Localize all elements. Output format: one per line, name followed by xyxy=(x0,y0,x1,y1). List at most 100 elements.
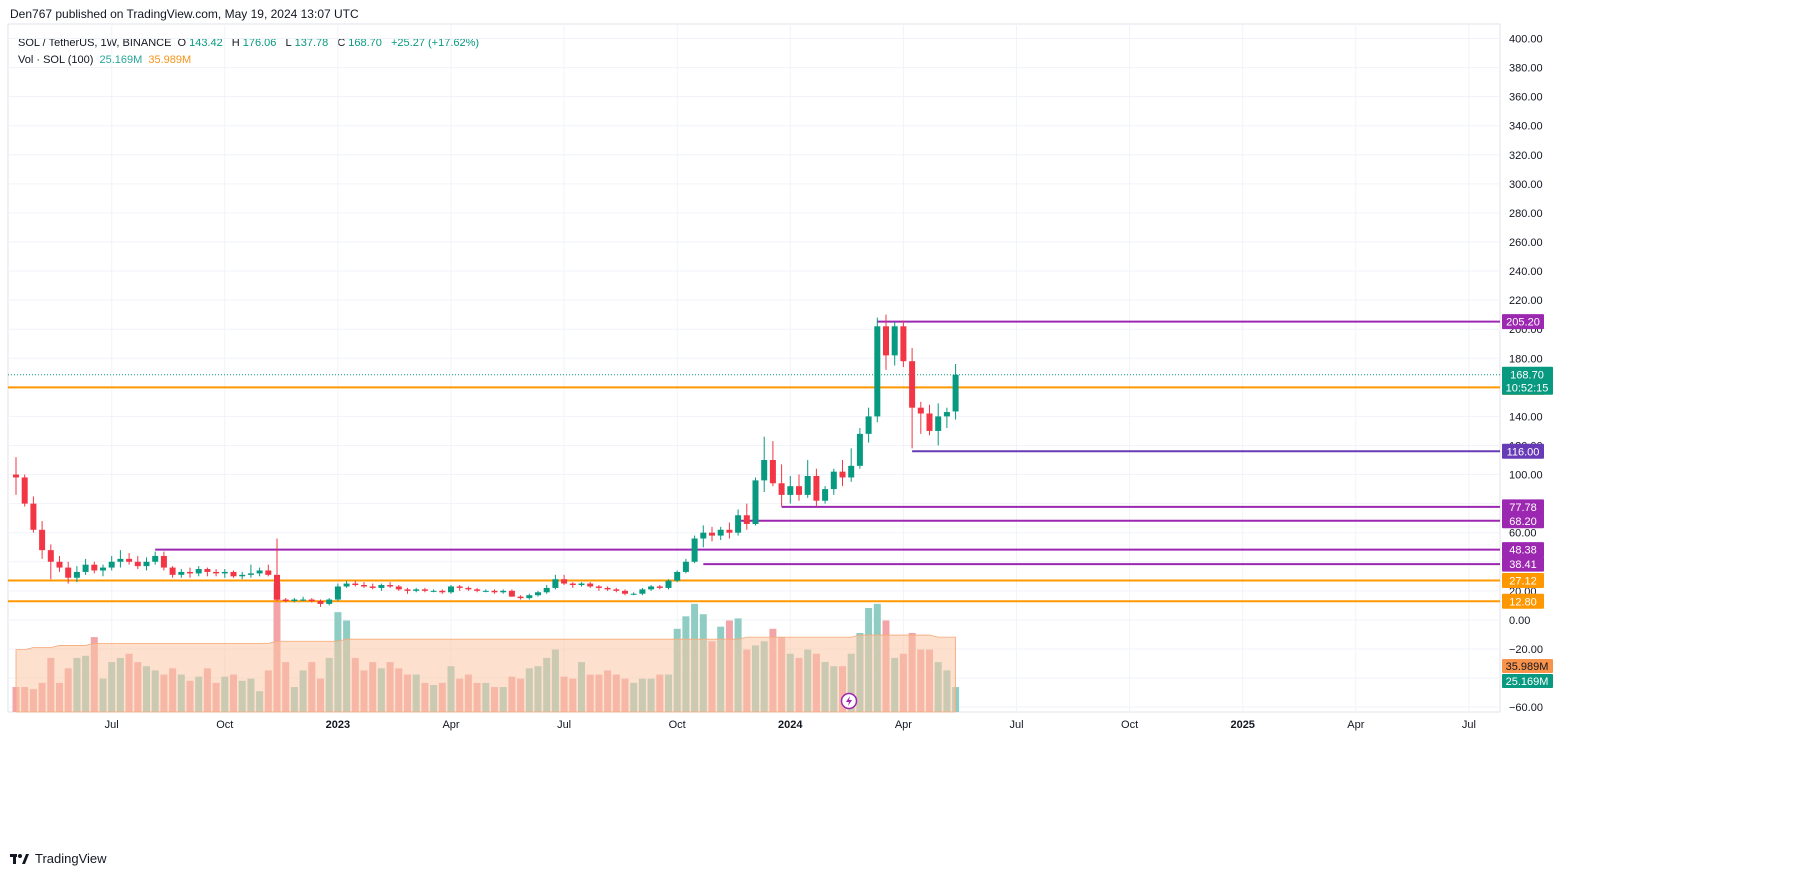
candle[interactable] xyxy=(778,483,785,495)
candle[interactable] xyxy=(761,460,768,481)
candle[interactable] xyxy=(387,585,394,587)
candle[interactable] xyxy=(282,599,289,602)
candle[interactable] xyxy=(134,561,141,567)
candle[interactable] xyxy=(535,592,541,596)
candle[interactable] xyxy=(91,564,98,571)
candle[interactable] xyxy=(300,599,307,601)
candle[interactable] xyxy=(848,465,855,478)
candle[interactable] xyxy=(674,571,681,581)
candle[interactable] xyxy=(195,569,202,574)
candle[interactable] xyxy=(65,567,72,578)
candle[interactable] xyxy=(735,515,742,533)
candle[interactable] xyxy=(448,586,454,593)
candle[interactable] xyxy=(917,407,924,414)
candle[interactable] xyxy=(543,587,550,593)
candle[interactable] xyxy=(691,538,698,562)
candle[interactable] xyxy=(856,433,863,466)
candle[interactable] xyxy=(891,326,898,356)
candle[interactable] xyxy=(178,571,185,575)
candle[interactable] xyxy=(30,503,37,530)
candle[interactable] xyxy=(909,361,916,408)
candle[interactable] xyxy=(369,586,376,588)
candle[interactable] xyxy=(935,416,942,431)
candle[interactable] xyxy=(404,589,411,591)
candle[interactable] xyxy=(482,590,489,592)
candle[interactable] xyxy=(160,555,167,568)
candle[interactable] xyxy=(247,573,254,575)
candle[interactable] xyxy=(56,561,63,568)
candle[interactable] xyxy=(717,529,724,536)
candle[interactable] xyxy=(526,595,533,599)
candle[interactable] xyxy=(274,574,280,600)
candle[interactable] xyxy=(865,416,872,434)
candle[interactable] xyxy=(239,574,246,577)
candle[interactable] xyxy=(456,586,463,588)
candle[interactable] xyxy=(682,561,689,572)
candle[interactable] xyxy=(413,589,420,591)
candle[interactable] xyxy=(39,529,46,551)
candle[interactable] xyxy=(639,589,646,594)
candle[interactable] xyxy=(578,583,585,586)
candle[interactable] xyxy=(439,590,446,593)
volume-label[interactable]: Vol · SOL (100) xyxy=(18,54,94,66)
candle[interactable] xyxy=(952,374,959,412)
candle[interactable] xyxy=(100,567,106,571)
candle[interactable] xyxy=(874,326,881,417)
candle[interactable] xyxy=(143,561,150,567)
candle[interactable] xyxy=(73,571,80,578)
candle[interactable] xyxy=(343,583,350,587)
candle[interactable] xyxy=(743,515,750,524)
candle[interactable] xyxy=(352,583,359,586)
candle[interactable] xyxy=(604,587,611,590)
candle[interactable] xyxy=(822,489,829,501)
candle[interactable] xyxy=(361,585,367,587)
candle[interactable] xyxy=(465,587,472,590)
candle[interactable] xyxy=(213,571,220,574)
candle[interactable] xyxy=(308,599,315,602)
candle[interactable] xyxy=(21,477,28,504)
candle[interactable] xyxy=(900,326,907,362)
candle[interactable] xyxy=(587,583,594,587)
candle[interactable] xyxy=(839,471,846,478)
candle[interactable] xyxy=(613,589,620,591)
candle[interactable] xyxy=(630,593,637,595)
candle[interactable] xyxy=(648,586,655,590)
candle[interactable] xyxy=(769,460,776,484)
candle[interactable] xyxy=(804,476,811,495)
symbol-label[interactable]: SOL / TetherUS, 1W, BINANCE xyxy=(18,37,172,49)
candle[interactable] xyxy=(500,590,507,593)
candle[interactable] xyxy=(491,590,498,593)
candle[interactable] xyxy=(595,586,602,588)
candle[interactable] xyxy=(265,570,272,575)
candle[interactable] xyxy=(82,564,89,572)
candle[interactable] xyxy=(830,471,837,490)
candle[interactable] xyxy=(204,569,211,572)
candle[interactable] xyxy=(561,579,568,584)
candle[interactable] xyxy=(552,579,559,588)
candle[interactable] xyxy=(943,412,950,417)
candle[interactable] xyxy=(13,474,19,478)
candle[interactable] xyxy=(230,571,237,577)
candle[interactable] xyxy=(378,585,385,588)
candle[interactable] xyxy=(256,570,263,574)
candle[interactable] xyxy=(656,586,663,588)
candle[interactable] xyxy=(752,480,759,524)
candle[interactable] xyxy=(221,571,228,574)
candle[interactable] xyxy=(126,558,133,562)
candle[interactable] xyxy=(326,599,333,604)
candle[interactable] xyxy=(117,558,124,562)
candle[interactable] xyxy=(395,586,402,590)
candle[interactable] xyxy=(334,586,341,600)
candle[interactable] xyxy=(665,580,672,588)
candle[interactable] xyxy=(187,571,193,574)
candle[interactable] xyxy=(726,529,733,533)
candle[interactable] xyxy=(796,486,802,495)
candle[interactable] xyxy=(474,589,481,591)
candle[interactable] xyxy=(169,567,176,575)
candle[interactable] xyxy=(926,413,933,431)
candle[interactable] xyxy=(787,486,794,495)
candle[interactable] xyxy=(152,555,159,562)
candle[interactable] xyxy=(883,326,889,356)
candle[interactable] xyxy=(622,590,628,594)
